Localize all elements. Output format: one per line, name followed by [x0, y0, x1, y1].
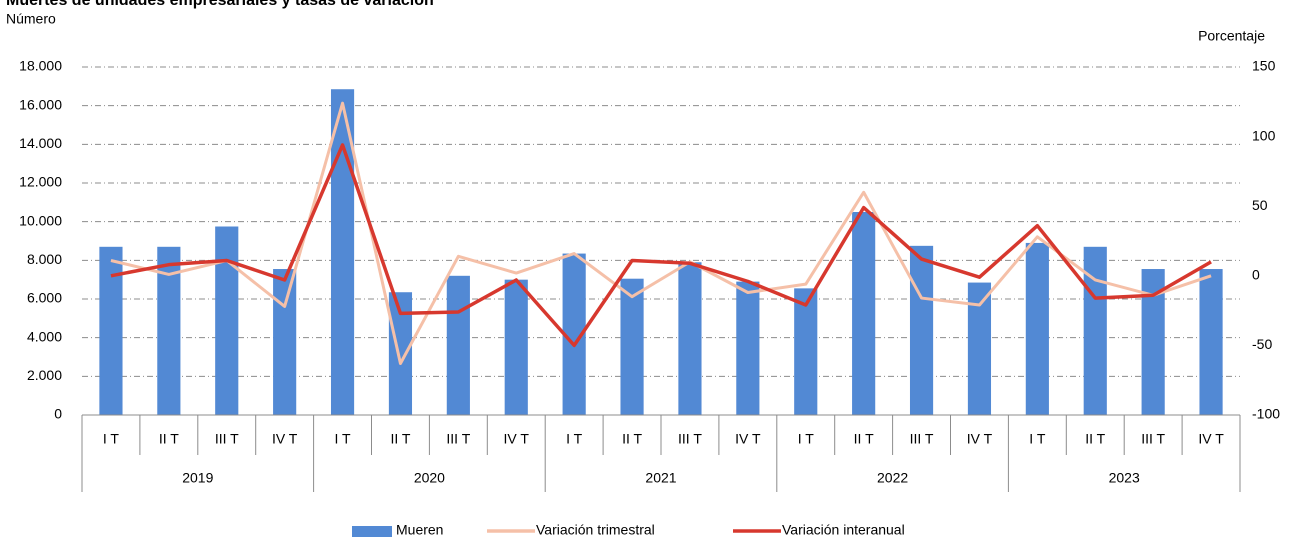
- bar: [273, 269, 297, 415]
- x-tick-label: III T: [678, 431, 702, 447]
- bar: [157, 246, 181, 415]
- bar: [852, 212, 876, 415]
- bar: [794, 288, 818, 415]
- y-tick-label: 4.000: [27, 328, 62, 344]
- x-tick-label: IV T: [272, 431, 298, 447]
- x-tick-label: II T: [854, 431, 874, 447]
- bar: [562, 253, 586, 415]
- line-series: [110, 101, 1212, 365]
- x-tick-label: IV T: [1198, 431, 1224, 447]
- y-tick-label: 6.000: [27, 290, 62, 306]
- y-tick-label: 2.000: [27, 367, 62, 383]
- bar: [1025, 242, 1049, 415]
- x-tick-label: II T: [390, 431, 410, 447]
- x-tick-label: II T: [622, 431, 642, 447]
- bar: [736, 281, 760, 415]
- y-tick-label: 0: [54, 406, 62, 422]
- x-tick-label: I T: [798, 431, 815, 447]
- x-tick-label: III T: [910, 431, 934, 447]
- year-label: 2019: [182, 470, 213, 486]
- x-tick-label: IV T: [735, 431, 761, 447]
- y-tick-label: 16.000: [19, 96, 62, 112]
- x-tick-label: III T: [215, 431, 239, 447]
- bar: [99, 246, 123, 415]
- y2-axis-label: Porcentaje: [1198, 28, 1265, 44]
- bar: [1199, 269, 1223, 415]
- y2-tick-label: 0: [1252, 267, 1260, 283]
- y-tick-label: 12.000: [19, 174, 62, 190]
- bar: [678, 262, 702, 415]
- bar: [909, 245, 934, 415]
- y-axis-label: Número: [6, 11, 56, 27]
- year-label: 2020: [414, 470, 445, 486]
- legend-label: Variación interanual: [782, 522, 905, 538]
- bar: [1141, 269, 1165, 415]
- y2-tick-label: 150: [1252, 58, 1276, 74]
- y-tick-label: 18.000: [19, 58, 62, 74]
- bar: [388, 292, 413, 415]
- y-tick-label: 14.000: [19, 135, 62, 151]
- x-tick-label: III T: [1141, 431, 1165, 447]
- year-label: 2021: [645, 470, 676, 486]
- year-label: 2023: [1109, 470, 1140, 486]
- y2-tick-label: 50: [1252, 197, 1268, 213]
- bar: [215, 226, 239, 415]
- x-tick-label: I T: [566, 431, 583, 447]
- y2-tick-label: -100: [1252, 406, 1280, 422]
- bar: [330, 89, 355, 415]
- bar: [504, 279, 528, 415]
- x-tick-label: II T: [1085, 431, 1105, 447]
- y-tick-label: 10.000: [19, 212, 62, 228]
- x-tick-label: I T: [1029, 431, 1046, 447]
- y2-tick-label: -50: [1252, 336, 1272, 352]
- bar: [620, 278, 644, 415]
- legend-swatch: [352, 526, 392, 537]
- x-tick-label: III T: [446, 431, 470, 447]
- line-series: [110, 143, 1212, 348]
- bar: [446, 275, 470, 415]
- y2-tick-label: 100: [1252, 127, 1276, 143]
- year-label: 2022: [877, 470, 908, 486]
- x-tick-label: II T: [159, 431, 179, 447]
- x-tick-label: IV T: [504, 431, 530, 447]
- y-tick-label: 8.000: [27, 251, 62, 267]
- x-tick-label: I T: [335, 431, 352, 447]
- legend-label: Variación trimestral: [536, 522, 655, 538]
- legend-label: Mueren: [396, 522, 443, 538]
- bar: [967, 282, 992, 415]
- chart-title: Muertes de unidades empresariales y tasa…: [6, 0, 434, 9]
- x-tick-label: I T: [103, 431, 120, 447]
- bar: [1083, 246, 1107, 415]
- x-tick-label: IV T: [967, 431, 993, 447]
